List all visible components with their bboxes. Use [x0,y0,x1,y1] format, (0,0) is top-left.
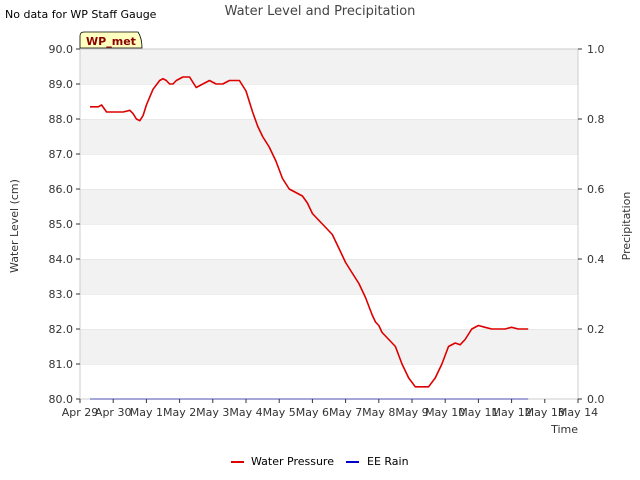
left-tick-label: 89.0 [49,78,74,91]
grid-band [80,84,578,119]
x-tick-label: May 13 [525,406,565,419]
x-tick-label: May 3 [196,406,229,419]
y-axis-title-right: Precipitation [620,192,633,261]
grid-band [80,224,578,259]
left-tick-label: 85.0 [49,218,74,231]
right-tick-label: 0.0 [587,393,605,406]
grid-band [80,364,578,399]
grid-bands [80,48,578,399]
series-line-water-pressure [90,76,529,388]
right-tick-label: 0.8 [587,113,605,126]
legend-label-ee-rain: EE Rain [367,455,409,468]
no-data-note: No data for WP Staff Gauge [5,8,157,21]
x-tick-label: May 4 [229,406,262,419]
badge: WP_met [79,31,143,49]
right-axis-ticks: 0.0 0.2 0.4 0.6 0.8 1.0 [578,43,605,406]
grid-band [80,259,578,294]
x-axis-title: Time [550,423,578,436]
left-tick-label: 82.0 [49,323,74,336]
grid-band [80,329,578,364]
left-tick-label: 81.0 [49,358,74,371]
grid-band [80,189,578,224]
left-tick-label: 90.0 [49,43,74,56]
x-tick-label: Apr 30 [95,406,132,419]
legend: Water Pressure EE Rain [231,455,409,468]
y-axis-title-left: Water Level (cm) [8,179,21,273]
x-tick-label: Apr 29 [62,406,99,419]
grid-band [80,119,578,154]
x-tick-label: May 8 [362,406,395,419]
x-tick-label: May 2 [163,406,196,419]
left-tick-label: 84.0 [49,253,74,266]
left-tick-label: 80.0 [49,393,74,406]
left-axis-ticks: 80.0 81.0 82.0 83.0 84.0 85.0 86.0 87.0 88.0 89.0… [49,43,80,406]
x-tick-label: May 5 [263,406,296,419]
right-tick-label: 0.2 [587,323,605,336]
x-tick-label: May 9 [395,406,428,419]
x-tick-label: May 10 [425,406,465,419]
left-tick-label: 88.0 [49,113,74,126]
grid-band [80,154,578,189]
left-tick-label: 83.0 [49,288,74,301]
right-tick-label: 0.6 [587,183,605,196]
x-tick-label: May 11 [458,406,498,419]
right-tick-label: 1.0 [587,43,605,56]
grid-band [80,294,578,329]
badge-label: WP_met [86,35,136,48]
x-tick-label: May 14 [558,406,598,419]
left-tick-label: 87.0 [49,148,74,161]
right-tick-label: 0.4 [587,253,605,266]
left-tick-label: 86.0 [49,183,74,196]
chart-title: Water Level and Precipitation [225,4,416,19]
x-tick-label: May 1 [130,406,163,419]
x-tick-label: May 6 [296,406,329,419]
x-tick-label: May 7 [329,406,362,419]
badge-box [79,31,143,49]
grid-band [80,49,578,84]
legend-label-water-pressure: Water Pressure [251,455,334,468]
x-tick-label: May 12 [491,406,531,419]
